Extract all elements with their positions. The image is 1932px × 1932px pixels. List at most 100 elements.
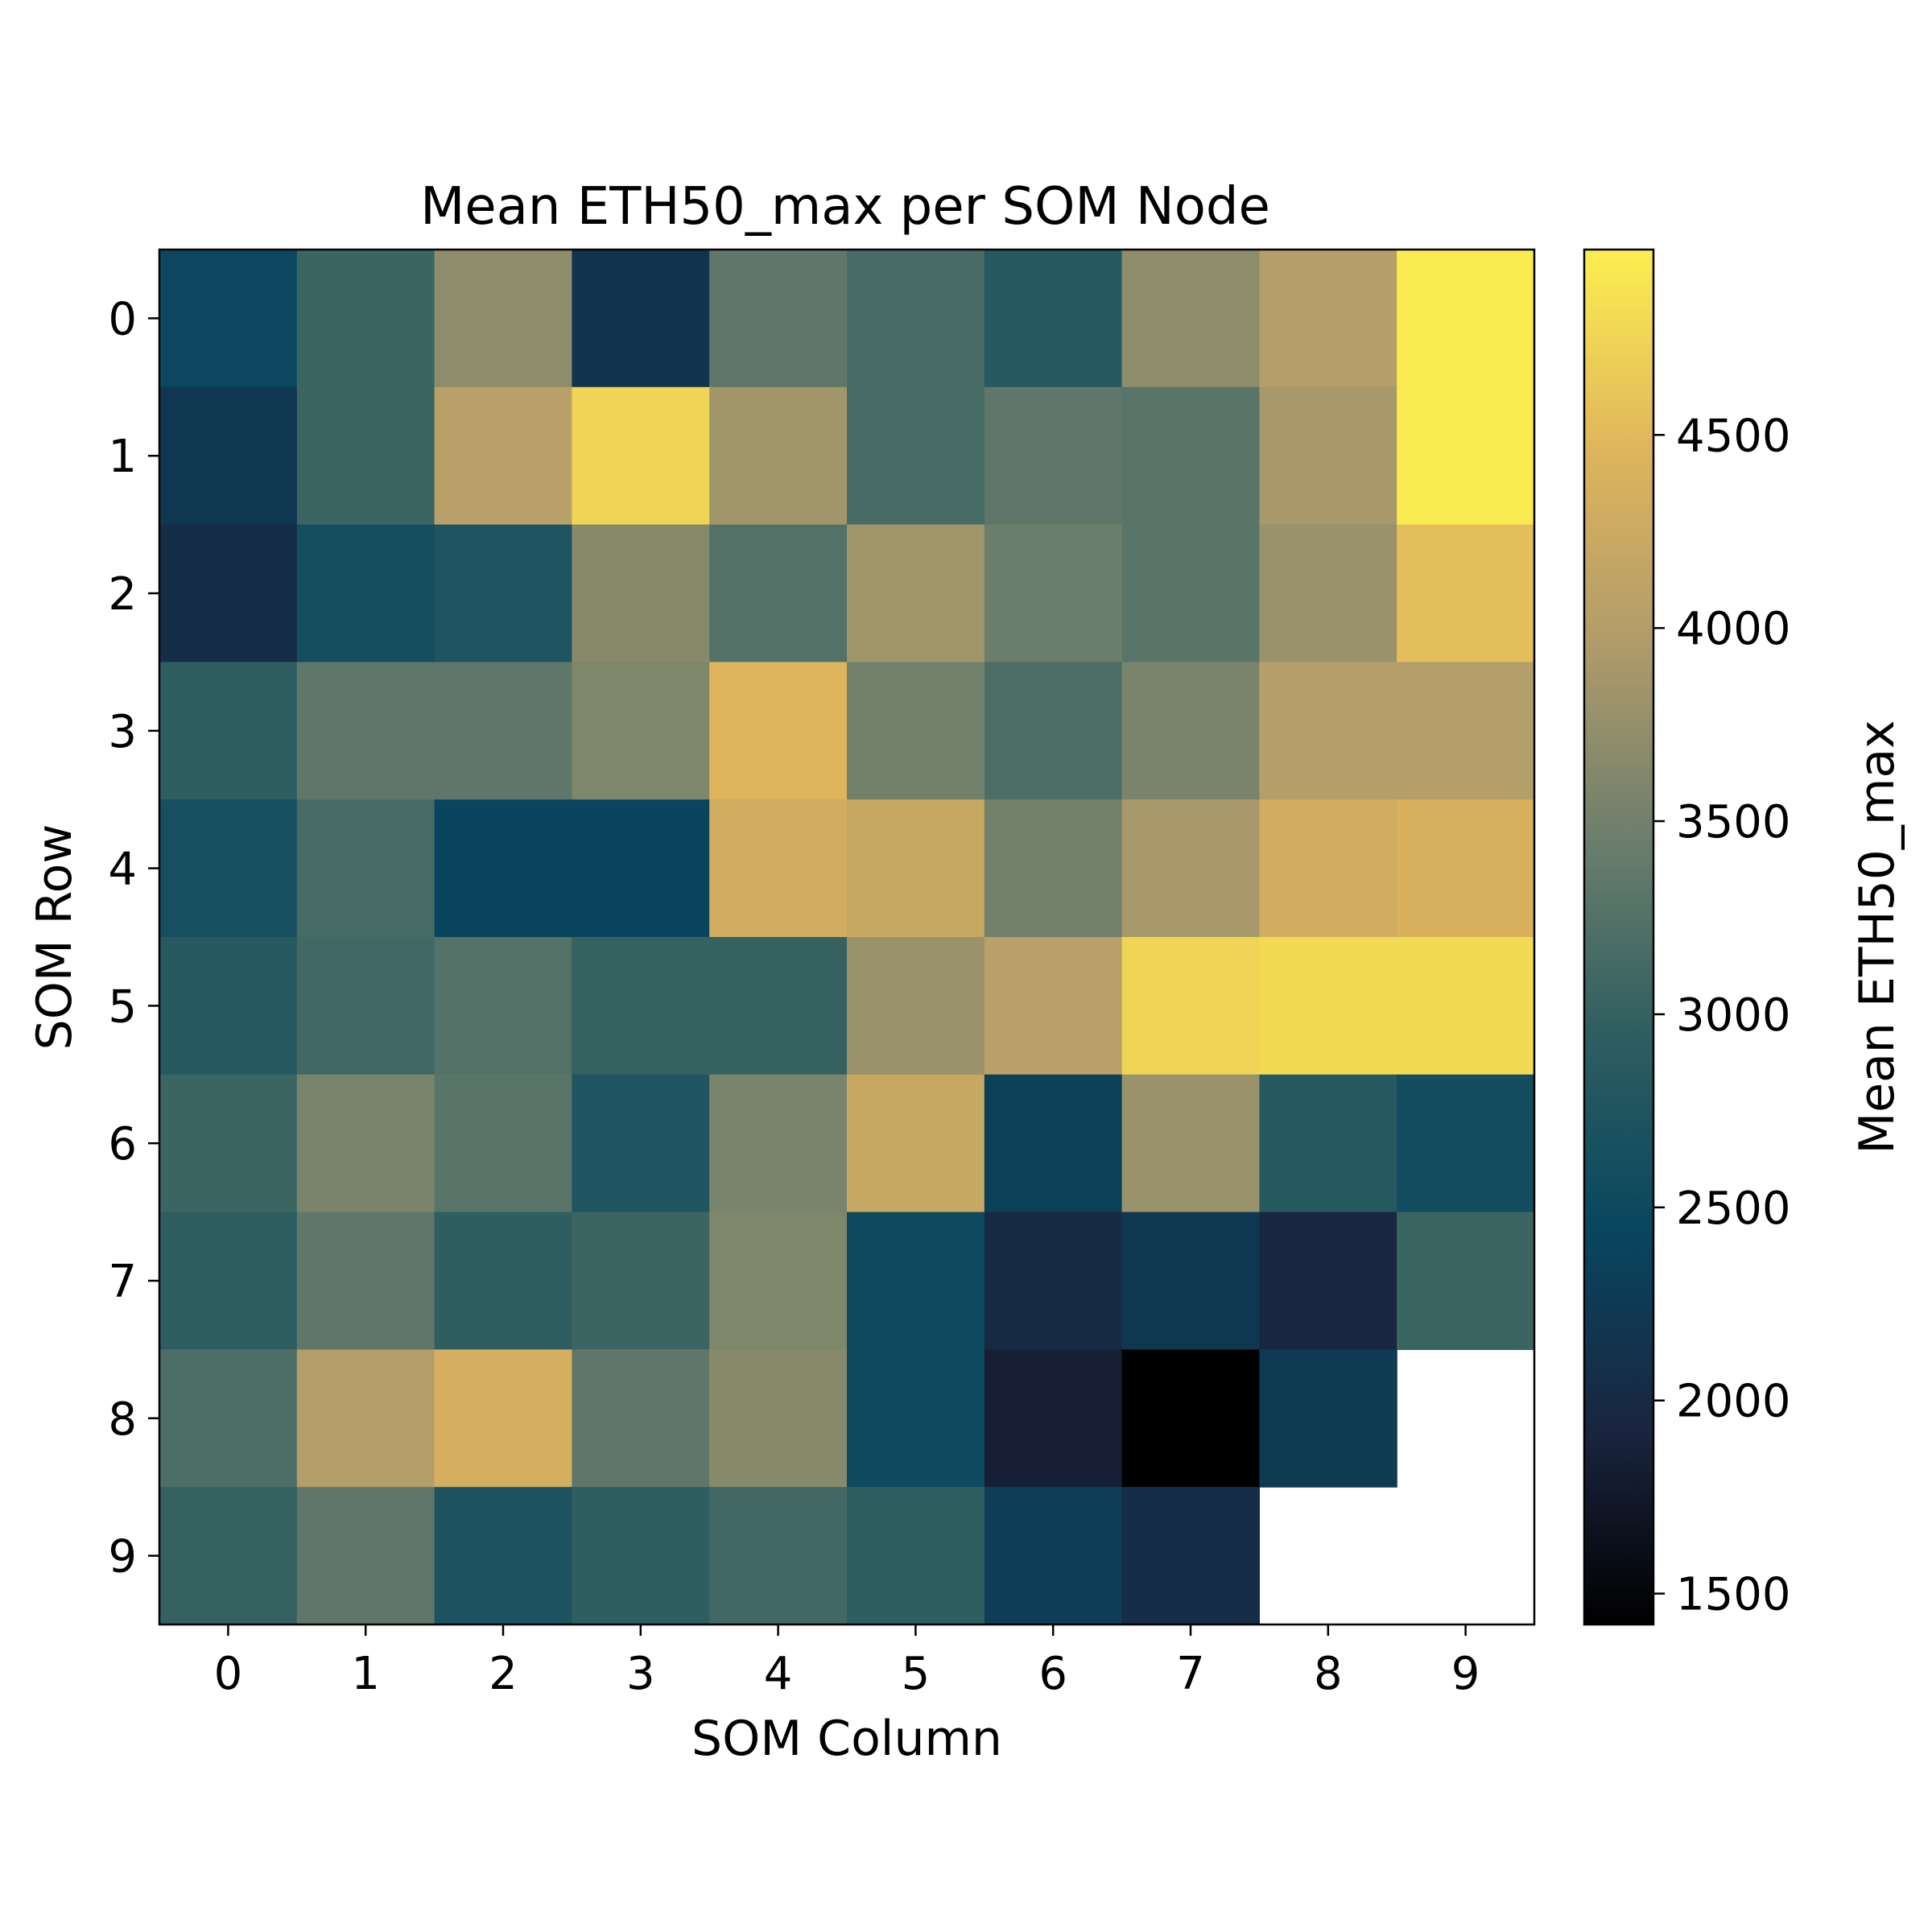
heatmap-cell <box>296 1212 436 1350</box>
heatmap-cell <box>1121 386 1260 526</box>
heatmap-cell <box>1121 524 1260 663</box>
y-tick-label: 7 <box>108 1256 137 1308</box>
heatmap-cell <box>847 1212 985 1350</box>
heatmap-cell <box>1259 799 1397 938</box>
heatmap-cell <box>1397 524 1535 663</box>
plot-frame <box>158 248 1536 1626</box>
heatmap-cell <box>1121 1487 1260 1625</box>
heatmap-cell <box>296 662 436 800</box>
heatmap-cell <box>296 1074 436 1213</box>
heatmap-cell <box>1259 386 1397 526</box>
heatmap-cell <box>709 1212 848 1350</box>
heatmap-cell <box>1397 1212 1535 1350</box>
y-tick-label: 0 <box>108 293 137 345</box>
heatmap-cell <box>572 1212 710 1350</box>
heatmap-cell <box>984 662 1123 800</box>
heatmap-cell <box>1397 799 1535 938</box>
heatmap-cell <box>572 524 710 663</box>
heatmap-cell <box>1259 250 1397 388</box>
heatmap-cell <box>1397 937 1535 1075</box>
heatmap-cell <box>572 662 710 800</box>
heatmap-cell <box>984 524 1123 663</box>
heatmap-cell <box>572 1074 710 1213</box>
colorbar-label: Mean ETH50_max <box>1849 720 1905 1154</box>
heatmap-cell <box>1121 662 1260 800</box>
heatmap-cell <box>847 524 985 663</box>
heatmap-cell <box>984 1349 1123 1488</box>
heatmap-cell <box>572 937 710 1075</box>
heatmap-cell <box>709 1349 848 1488</box>
colorbar <box>1583 248 1655 1626</box>
y-tick-label: 3 <box>108 706 137 758</box>
heatmap-cell <box>159 1074 298 1213</box>
heatmap-cell <box>296 937 436 1075</box>
heatmap-cell <box>296 524 436 663</box>
heatmap-cell <box>1397 386 1535 526</box>
y-tick-label: 1 <box>108 431 137 483</box>
heatmap-cell <box>159 662 298 800</box>
heatmap-cell <box>1259 662 1397 800</box>
heatmap-cell <box>434 937 572 1075</box>
heatmap-cell <box>572 250 710 388</box>
heatmap-cell <box>709 386 848 526</box>
y-tick-label: 8 <box>108 1393 137 1446</box>
heatmap-cell <box>1121 1212 1260 1350</box>
heatmap-cell <box>709 799 848 938</box>
heatmap-cell <box>1259 937 1397 1075</box>
heatmap-cell <box>434 799 572 938</box>
colorbar-ticks: 1500 2000 2500 3000 3500 4000 4500 <box>1653 410 1791 1621</box>
heatmap-cell <box>159 524 298 663</box>
heatmap-cell <box>709 250 848 388</box>
heatmap-cell <box>434 1349 572 1488</box>
heatmap-cell <box>434 1487 572 1625</box>
heatmap-cell <box>984 1487 1123 1625</box>
y-tick-label: 6 <box>108 1118 137 1170</box>
heatmap-cells <box>159 250 1535 1625</box>
heatmap-cell <box>847 799 985 938</box>
colorbar-tick-label: 1500 <box>1676 1569 1791 1621</box>
heatmap-cell <box>572 1487 710 1625</box>
x-tick-label: 2 <box>489 1648 518 1700</box>
heatmap-cell <box>1121 250 1260 388</box>
heatmap-cell <box>572 799 710 938</box>
heatmap-cell <box>1259 1212 1397 1350</box>
heatmap-cell <box>572 386 710 526</box>
heatmap-cell <box>847 1349 985 1488</box>
heatmap-cell <box>1259 524 1397 663</box>
heatmap-cell <box>159 799 298 938</box>
heatmap-cell <box>159 1212 298 1350</box>
heatmap-cell <box>1121 799 1260 938</box>
heatmap-cell <box>709 662 848 800</box>
x-axis-label: SOM Column <box>691 1711 1002 1767</box>
heatmap-cell <box>709 524 848 663</box>
heatmap-cell <box>572 1349 710 1488</box>
heatmap-cell <box>434 386 572 526</box>
heatmap-cell <box>159 250 298 388</box>
heatmap-cell <box>296 250 436 388</box>
heatmap-cell <box>1121 1349 1260 1488</box>
y-axis-ticks: 0 1 2 3 4 5 6 7 8 9 <box>108 293 159 1583</box>
x-tick-label: 4 <box>764 1648 793 1700</box>
heatmap-cell <box>847 386 985 526</box>
y-tick-label: 5 <box>108 980 137 1033</box>
heatmap-cell <box>296 386 436 526</box>
heatmap-cell <box>984 1074 1123 1213</box>
heatmap-cell <box>434 524 572 663</box>
heatmap-cell <box>434 250 572 388</box>
colorbar-tick-label: 3000 <box>1676 989 1791 1042</box>
y-tick-label: 9 <box>108 1531 137 1583</box>
heatmap-cell <box>847 1487 985 1625</box>
heatmap-cell <box>1397 1074 1535 1213</box>
x-tick-label: 8 <box>1314 1648 1343 1700</box>
chart-title: Mean ETH50_max per SOM Node <box>420 177 1270 237</box>
heatmap-cell <box>709 1074 848 1213</box>
heatmap-cell <box>847 937 985 1075</box>
colorbar-tick-label: 2000 <box>1676 1376 1791 1428</box>
heatmap-cell <box>847 662 985 800</box>
heatmap-cell <box>709 937 848 1075</box>
heatmap-cell <box>984 250 1123 388</box>
heatmap-cell <box>159 1349 298 1488</box>
heatmap-cell <box>847 1074 985 1213</box>
heatmap-cell <box>159 1487 298 1625</box>
